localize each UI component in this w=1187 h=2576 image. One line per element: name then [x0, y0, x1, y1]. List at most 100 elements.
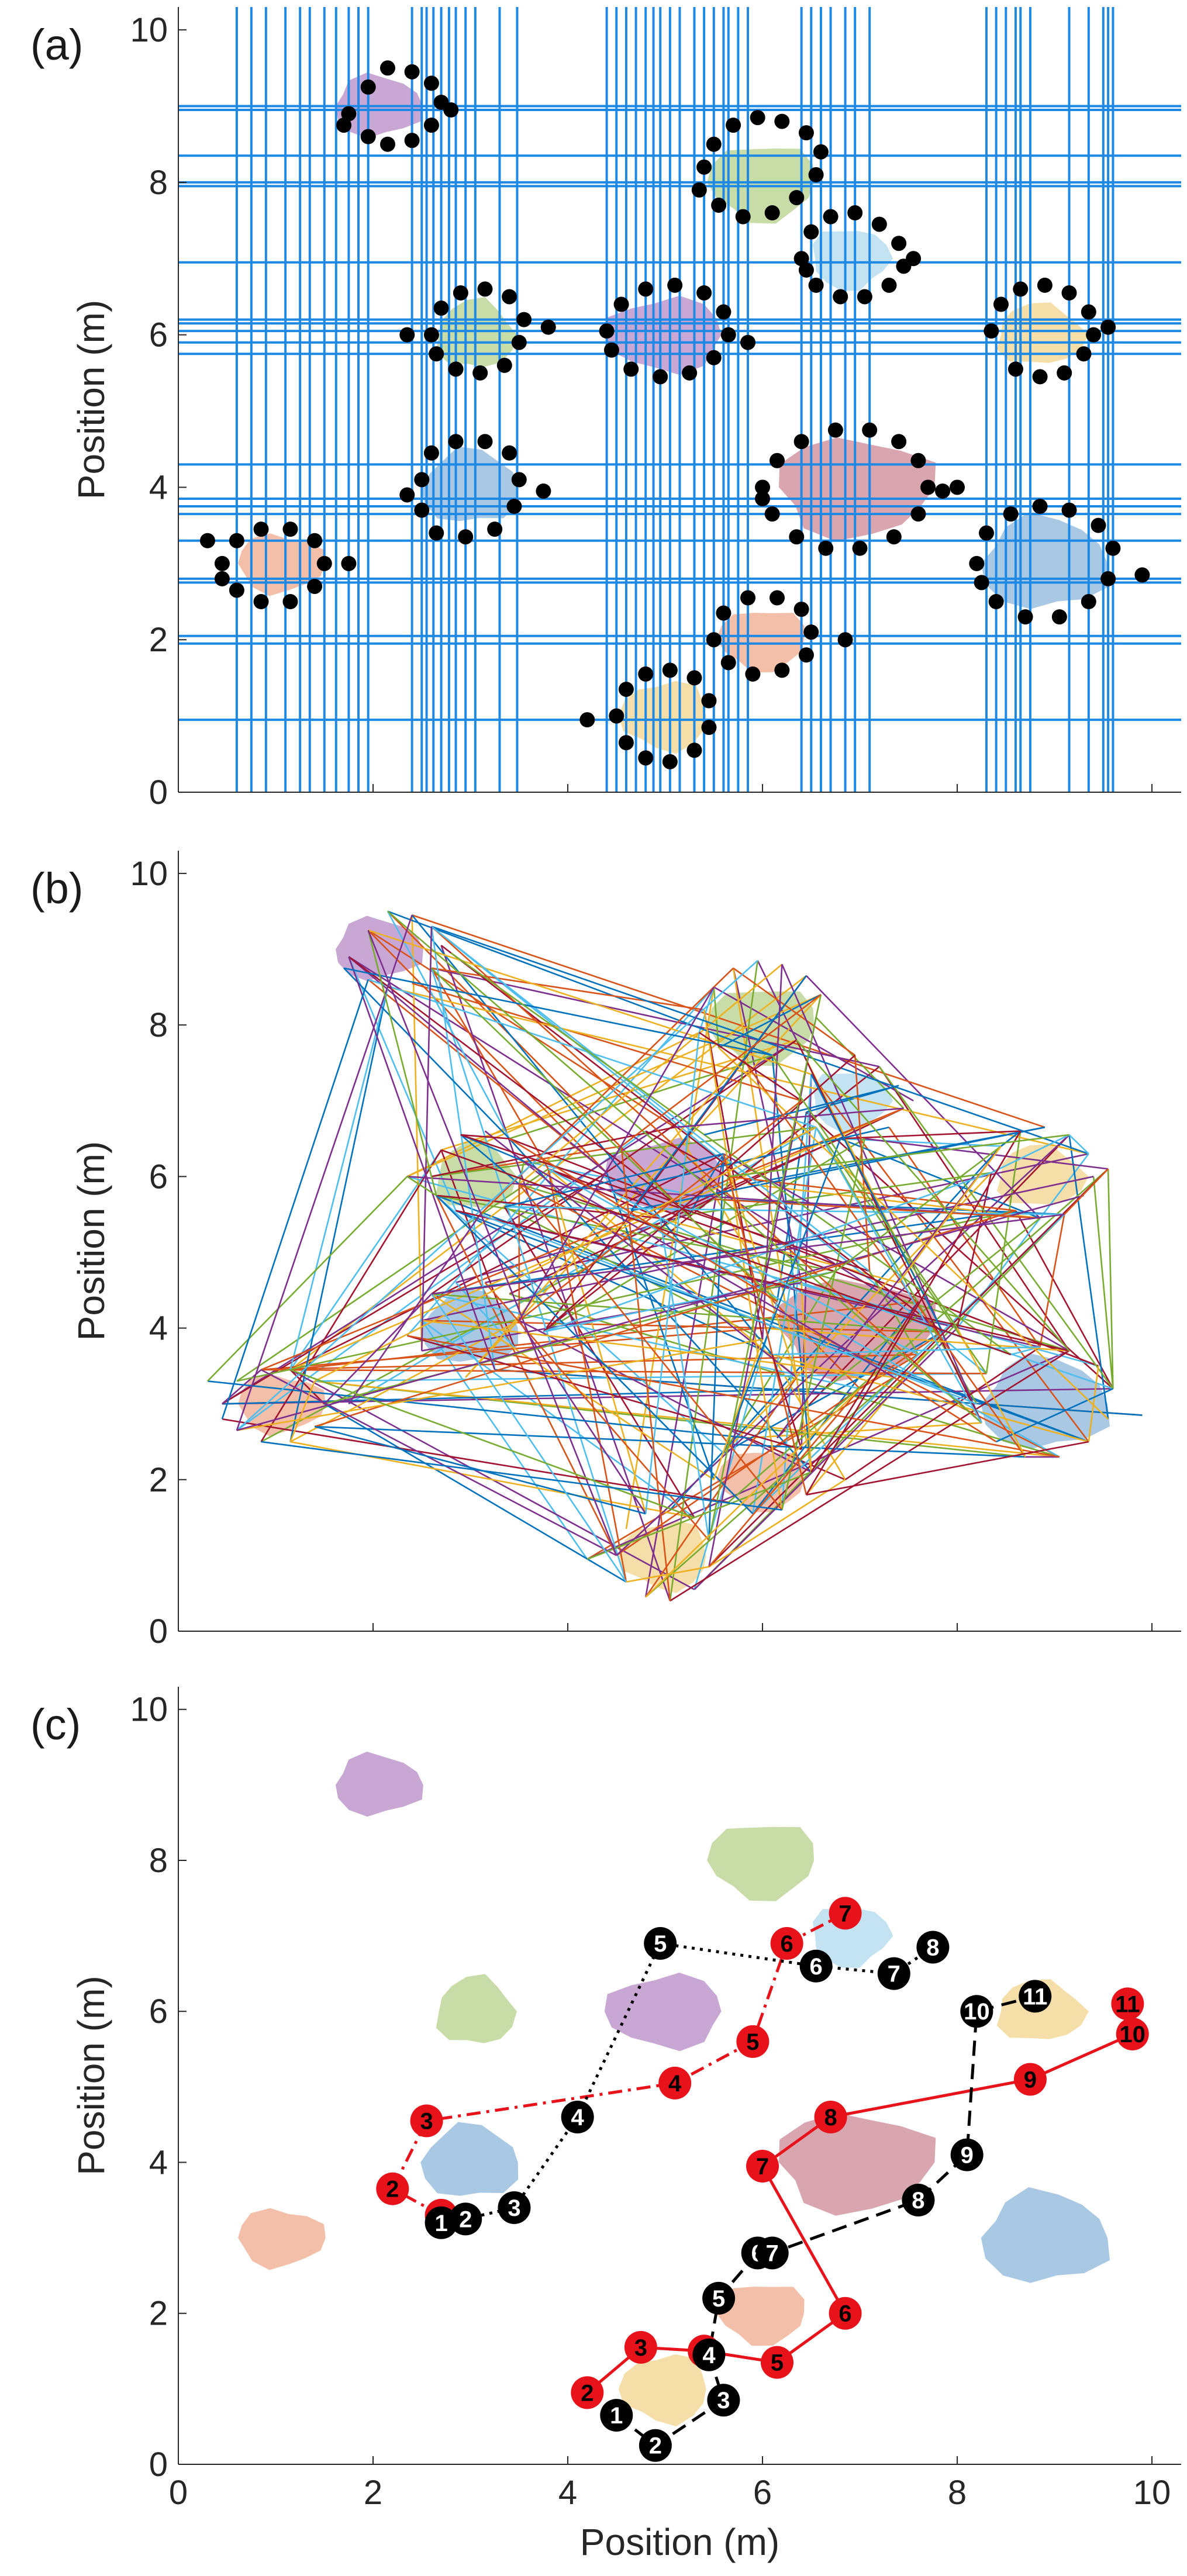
- sample-point: [696, 285, 712, 301]
- roadmap-edge: [260, 1369, 617, 1556]
- waypoint-label: 3: [717, 2388, 730, 2413]
- roadmap-edge: [518, 1100, 802, 1321]
- waypoint-marker: [425, 2206, 458, 2239]
- roadmap-edge: [261, 1441, 782, 1511]
- roadmap-edge: [713, 1339, 764, 1480]
- roadmap-edge: [407, 1335, 1060, 1458]
- sample-point: [423, 118, 439, 133]
- waypoint-marker: [449, 2202, 482, 2236]
- sample-point: [433, 301, 449, 316]
- waypoint-marker: [410, 2104, 443, 2138]
- sample-point: [423, 75, 439, 91]
- roadmap-edge: [708, 1017, 817, 1541]
- sample-point: [745, 666, 761, 682]
- sample-point: [798, 262, 814, 278]
- obstacle-region: [604, 1973, 722, 2052]
- roadmap-edge: [222, 1418, 729, 1503]
- sample-point: [764, 205, 780, 221]
- roadmap-edge: [484, 1130, 798, 1378]
- sample-point: [502, 445, 517, 461]
- waypoint-label: 8: [926, 1935, 939, 1960]
- roadmap-edge: [675, 1107, 904, 1128]
- waypoint-label: 5: [771, 2350, 784, 2376]
- roadmap-edge: [718, 994, 822, 1049]
- roadmap-edge: [422, 1320, 894, 1379]
- waypoint-label: 11: [1023, 1984, 1047, 2009]
- roadmap-edge: [810, 1301, 919, 1473]
- sample-point: [1003, 506, 1019, 522]
- roadmap-edge: [626, 1566, 709, 1583]
- waypoint-marker: [600, 2399, 633, 2432]
- sample-point: [399, 327, 415, 343]
- roadmap-edge: [460, 1134, 510, 1139]
- x-tick-label: 4: [558, 2474, 577, 2512]
- roadmap-edge: [1068, 1134, 1089, 1155]
- roadmap-edge: [431, 1213, 1065, 1295]
- plot-area: [207, 910, 1143, 1602]
- sample-point: [638, 666, 654, 682]
- roadmap-edge: [659, 1218, 710, 1541]
- roadmap-edge: [450, 952, 1012, 1355]
- roadmap-edge: [407, 1176, 1040, 1219]
- roadmap-edge: [547, 1169, 627, 1582]
- sample-point: [516, 312, 532, 327]
- waypoint-label: 3: [508, 2195, 520, 2221]
- roadmap-edge: [670, 1350, 1070, 1602]
- sample-point: [798, 125, 814, 141]
- waypoint-label: 7: [888, 1962, 900, 1987]
- sample-point: [823, 209, 839, 225]
- obstacle-region: [238, 533, 326, 596]
- waypoint-marker: [950, 2138, 984, 2171]
- roadmap-edge: [1068, 1134, 1109, 1420]
- sample-point: [920, 479, 936, 495]
- roadmap-edge: [222, 1172, 608, 1405]
- roadmap-edge: [420, 926, 433, 1351]
- sample-point: [847, 205, 863, 221]
- sample-point: [910, 453, 926, 468]
- roadmap-edge: [523, 1161, 895, 1378]
- sample-point: [755, 491, 771, 507]
- sample-point: [886, 529, 902, 545]
- roadmap-edge: [367, 929, 675, 1128]
- sample-point: [818, 540, 834, 556]
- sample-point: [984, 323, 999, 339]
- waypoint-label: 4: [702, 2343, 716, 2368]
- roadmap-edge: [708, 1479, 846, 1567]
- waypoint-marker: [376, 2172, 409, 2205]
- sample-point: [910, 506, 926, 522]
- sample-point: [857, 289, 872, 305]
- roadmap-edge: [644, 1032, 701, 1514]
- roadmap-edge: [348, 956, 457, 1211]
- roadmap-edge: [406, 1176, 437, 1196]
- waypoint-marker: [1019, 1980, 1052, 2013]
- roadmap-edge: [723, 1331, 943, 1454]
- roadmap-edge: [343, 967, 772, 1056]
- sample-point: [770, 590, 785, 606]
- sample-point: [720, 327, 736, 343]
- sample-point: [891, 236, 907, 251]
- roadmap-edge: [518, 1183, 783, 1511]
- waypoint-marker: [755, 2236, 789, 2270]
- roadmap-edge: [723, 1154, 798, 1378]
- sample-point: [793, 434, 809, 450]
- roadmap-edge: [742, 1058, 1026, 1458]
- sample-point: [379, 136, 395, 152]
- sample-point: [978, 525, 994, 541]
- sample-point: [740, 334, 756, 350]
- sample-point: [852, 540, 868, 556]
- roadmap-edge: [708, 1388, 861, 1567]
- roadmap-edge: [728, 1134, 1069, 1177]
- obstacle-region: [420, 2122, 519, 2196]
- roadmap-edge: [781, 1138, 866, 1510]
- sample-point: [789, 529, 805, 545]
- waypoint-label: 7: [756, 2154, 769, 2180]
- sample-point: [453, 285, 468, 301]
- sample-point: [711, 198, 727, 213]
- sample-point: [404, 133, 420, 149]
- sample-point: [477, 281, 493, 297]
- sample-point: [871, 216, 887, 232]
- sample-point: [253, 522, 269, 537]
- sample-point: [423, 327, 439, 343]
- sample-point: [360, 79, 376, 95]
- x-axis-label: Position (m): [580, 2521, 779, 2563]
